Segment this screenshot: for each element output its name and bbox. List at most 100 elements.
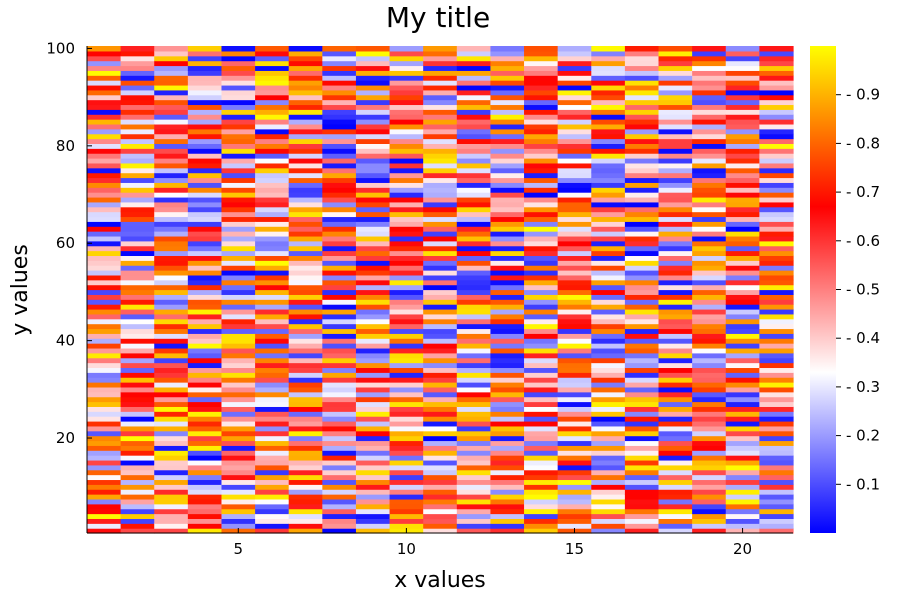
heatmap-cell (557, 201, 592, 208)
heatmap-cell (120, 235, 155, 242)
heatmap-cell (490, 469, 525, 476)
heatmap-cell (221, 211, 256, 218)
heatmap-cell (557, 391, 592, 398)
heatmap-cell (759, 299, 794, 305)
heatmap-cell (658, 435, 693, 442)
heatmap-cell (322, 196, 357, 203)
heatmap-cell (624, 308, 660, 315)
heatmap-cell (591, 445, 626, 451)
heatmap-cell (624, 167, 660, 174)
heatmap-cell (288, 250, 323, 257)
heatmap-cell (423, 513, 458, 519)
heatmap-cell (557, 270, 592, 276)
heatmap-cell (221, 60, 256, 67)
heatmap-cell (759, 406, 794, 412)
heatmap-cell (692, 206, 727, 213)
heatmap-cell (591, 123, 626, 130)
heatmap-cell (591, 250, 626, 257)
heatmap-cell (322, 104, 357, 110)
heatmap-cell (624, 192, 660, 198)
heatmap-cell (490, 250, 525, 257)
heatmap-cell (288, 382, 323, 388)
heatmap-cell (591, 411, 626, 417)
heatmap-cell (725, 109, 760, 115)
heatmap-cell (255, 133, 290, 140)
heatmap-cell (524, 333, 559, 339)
heatmap-cell (389, 372, 424, 378)
heatmap-cell (355, 352, 391, 359)
heatmap-cell (759, 284, 794, 291)
heatmap-cell (490, 455, 525, 461)
heatmap-cell (591, 196, 626, 203)
heatmap-cell (154, 455, 189, 461)
heatmap-cell (355, 528, 391, 534)
heatmap-cell (120, 435, 155, 442)
heatmap-cell (322, 289, 357, 295)
heatmap-cell (221, 362, 256, 369)
heatmap-cell (624, 459, 660, 466)
heatmap-cell (288, 187, 323, 193)
heatmap-cell (456, 498, 492, 505)
heatmap-cell (557, 464, 592, 471)
heatmap-cell (591, 221, 626, 227)
heatmap-cell (557, 255, 592, 261)
heatmap-cell (759, 333, 794, 339)
heatmap-cell (87, 84, 122, 91)
heatmap-cell (154, 182, 189, 188)
heatmap-cell (490, 70, 525, 76)
heatmap-cell (355, 274, 391, 281)
heatmap-cell (221, 308, 256, 315)
heatmap-cell (389, 494, 424, 500)
heatmap-cell (87, 528, 122, 534)
heatmap-cell (557, 377, 592, 383)
heatmap-cell (490, 362, 525, 369)
heatmap-cell (355, 386, 391, 393)
heatmap-cell (591, 104, 626, 110)
heatmap-cell (423, 99, 458, 106)
heatmap-cell (355, 518, 391, 524)
heatmap-cell (322, 382, 357, 388)
heatmap-cell (87, 89, 122, 96)
heatmap-cell (355, 469, 391, 476)
heatmap-cell (591, 148, 626, 154)
heatmap-cell (221, 416, 256, 422)
heatmap-cell (154, 274, 189, 281)
heatmap-cell (759, 318, 794, 325)
heatmap-cell (288, 114, 323, 120)
heatmap-cell (87, 464, 122, 471)
heatmap-cell (87, 333, 122, 339)
heatmap-cell (624, 333, 660, 339)
heatmap-cell (658, 196, 693, 203)
heatmap-cell (221, 104, 256, 110)
heatmap-cell (624, 450, 660, 456)
heatmap-cell (725, 420, 760, 427)
heatmap-cell (490, 158, 525, 164)
heatmap-cell (658, 206, 693, 213)
heatmap-cell (389, 201, 424, 208)
heatmap-cell (322, 459, 357, 466)
heatmap-cell (255, 416, 290, 422)
heatmap-cell (658, 80, 693, 86)
heatmap-cell (221, 445, 256, 451)
heatmap-cell (624, 338, 660, 344)
heatmap-cell (221, 323, 256, 330)
heatmap-cell (725, 377, 760, 383)
heatmap-cell (591, 455, 626, 461)
heatmap-cell (154, 153, 189, 159)
heatmap-cell (490, 46, 525, 52)
heatmap-cell (557, 299, 592, 305)
heatmap-cell (154, 162, 189, 169)
heatmap-cell (759, 391, 794, 398)
heatmap-cell (120, 377, 155, 383)
heatmap-cell (87, 396, 122, 403)
heatmap-cell (725, 523, 760, 529)
heatmap-cell (524, 430, 559, 437)
heatmap-cell (725, 167, 760, 174)
heatmap-cell (557, 352, 592, 359)
heatmap-cell (423, 503, 458, 510)
heatmap-cell (557, 216, 592, 222)
heatmap-cell (187, 65, 223, 71)
heatmap-cell (557, 162, 592, 169)
heatmap-cell (389, 294, 424, 300)
heatmap-cell (389, 158, 424, 164)
